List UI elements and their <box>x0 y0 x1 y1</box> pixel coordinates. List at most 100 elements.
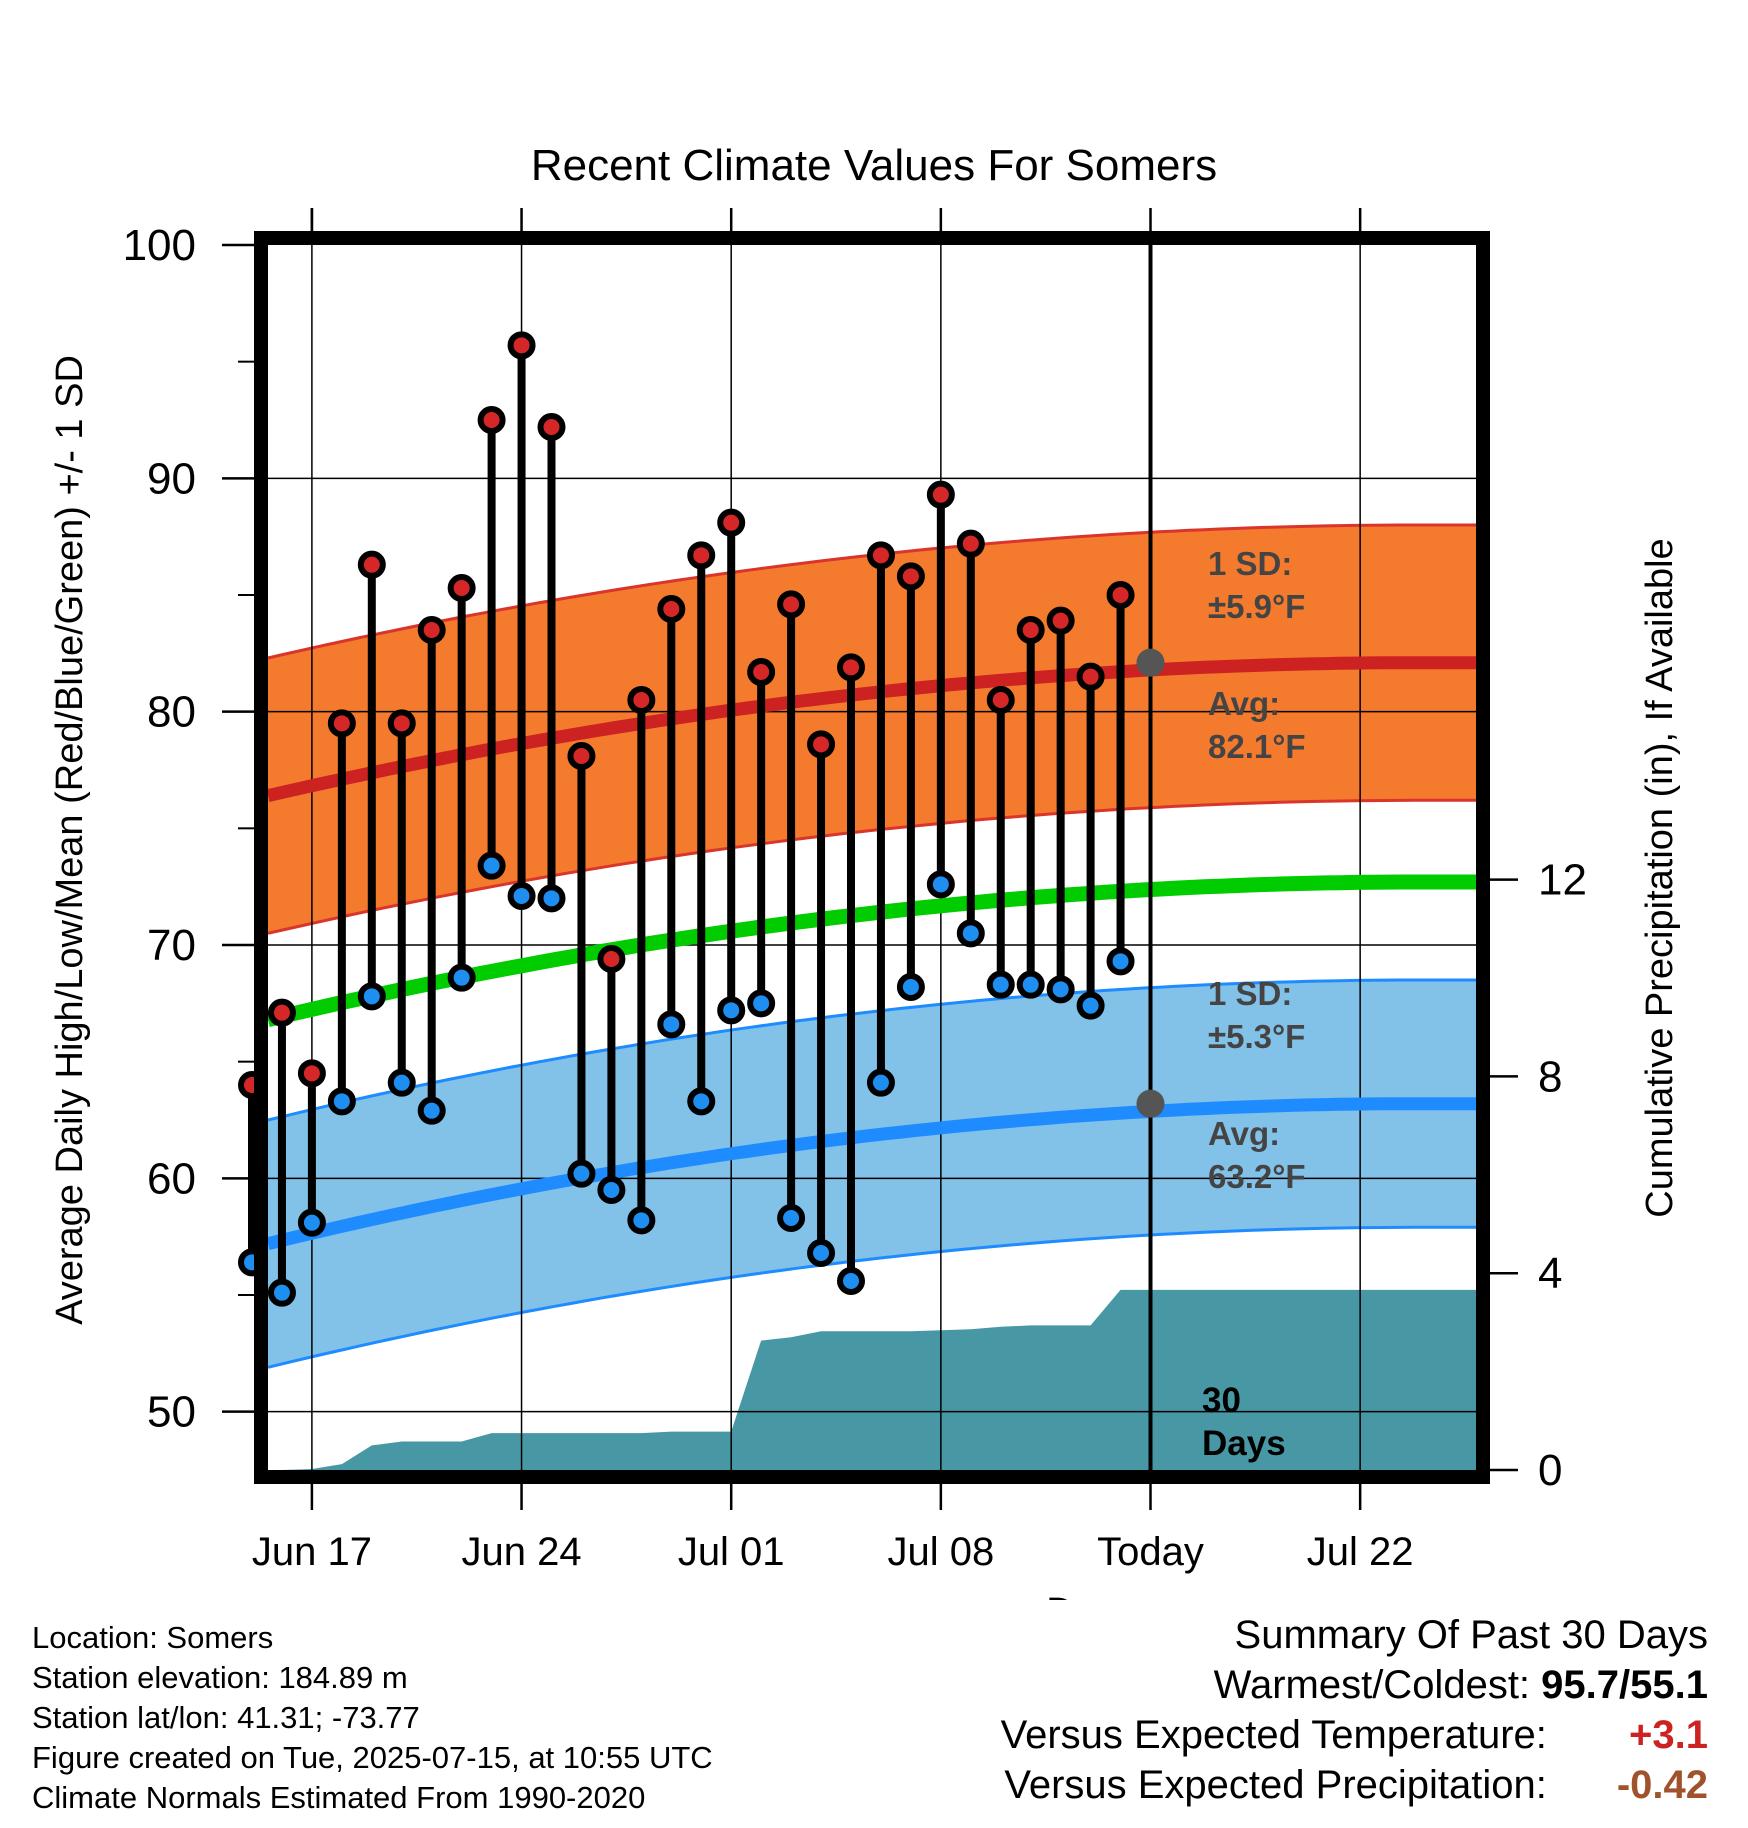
obs-high-point <box>297 1059 326 1088</box>
window-days-label: Days <box>1202 1424 1286 1463</box>
y-tick-label: 90 <box>147 454 196 503</box>
obs-high-point <box>327 709 356 738</box>
obs-low-point <box>986 970 1015 999</box>
precip-value: -0.42 <box>1616 1763 1708 1807</box>
obs-low-point <box>747 989 776 1018</box>
today-low-avg-dot <box>1136 1089 1165 1118</box>
y-tick-label: 100 <box>123 221 196 270</box>
low-sd-label: 1 SD: <box>1208 975 1292 1012</box>
obs-high-point <box>747 658 776 686</box>
obs-high-point <box>896 562 925 591</box>
y-axis-label: Average Daily High/Low/Mean (Red/Blue/Gr… <box>49 355 91 1325</box>
summary-panel: Summary Of Past 30 Days Warmest/Coldest:… <box>1001 1610 1708 1810</box>
station-info: Location: Somers Station elevation: 184.… <box>32 1618 713 1818</box>
obs-low-point <box>387 1068 416 1097</box>
today-high-avg-dot <box>1136 648 1165 677</box>
climate-chart: Recent Climate Values For Somers 1 SD: ±5… <box>49 141 1681 1600</box>
obs-low-point <box>327 1087 356 1116</box>
obs-high-point <box>1046 606 1075 635</box>
obs-low-point <box>777 1204 806 1232</box>
obs-high-point <box>717 508 746 537</box>
obs-low-point <box>537 884 566 913</box>
obs-high-point <box>267 998 296 1027</box>
x-tick-label: Jun 24 <box>461 1530 581 1574</box>
temp-value: +3.1 <box>1629 1713 1708 1757</box>
low-normal-line <box>266 1097 1476 1251</box>
window-days-number: 30 <box>1202 1381 1241 1420</box>
elevation-text: Station elevation: 184.89 m <box>32 1660 408 1695</box>
low-avg-value: 63.2°F <box>1208 1158 1306 1195</box>
obs-low-point <box>627 1206 656 1235</box>
y2-tick-label: 0 <box>1538 1446 1562 1495</box>
obs-high-point <box>687 541 716 570</box>
low-sd-band <box>268 980 1476 1368</box>
obs-high-point <box>447 574 476 602</box>
x-axis-label: Day <box>1046 1591 1114 1600</box>
low-band-upper-edge <box>267 978 1476 1122</box>
summary-title: Summary Of Past 30 Days <box>1234 1613 1708 1657</box>
temp-row: Versus Expected Temperature: +3.1 <box>1001 1710 1708 1760</box>
obs-high-point <box>357 550 386 579</box>
chart-title: Recent Climate Values For Somers <box>531 141 1217 190</box>
obs-high-point <box>986 686 1015 714</box>
today-marker <box>1136 245 1165 1470</box>
obs-low-point <box>597 1176 626 1204</box>
obs-high-point <box>387 709 416 738</box>
obs-high-point <box>777 590 806 619</box>
y2-tick-label: 12 <box>1538 856 1587 905</box>
normals-text: Climate Normals Estimated From 1990-2020 <box>32 1780 646 1815</box>
obs-high-point <box>1016 616 1045 644</box>
normal-bands <box>267 523 1476 1369</box>
warmest-label: Warmest/Coldest: <box>1213 1663 1531 1707</box>
obs-low-point <box>1046 975 1075 1004</box>
obs-low-point <box>1016 970 1045 999</box>
obs-low-point <box>837 1267 865 1295</box>
obs-high-point <box>1076 662 1105 691</box>
obs-high-point <box>1106 581 1135 609</box>
precipitation-area <box>268 1289 1476 1470</box>
obs-low-point <box>687 1087 716 1116</box>
x-tick-label: Jun 17 <box>252 1530 372 1574</box>
obs-low-point <box>866 1068 895 1097</box>
high-band-lower-edge <box>267 798 1476 935</box>
obs-low-point <box>896 973 925 1001</box>
obs-high-point <box>597 945 626 973</box>
obs-low-point <box>926 870 955 899</box>
obs-high-point <box>417 616 446 644</box>
obs-high-point <box>627 686 656 714</box>
high-avg-value: 82.1°F <box>1208 728 1306 765</box>
obs-low-point <box>657 1010 686 1039</box>
location-text: Location: Somers <box>32 1620 274 1655</box>
obs-low-point <box>1076 991 1105 1020</box>
band-annotations: 1 SD: ±5.9°F Avg: 82.1°F 1 SD: ±5.3°F Avg: 63.2… <box>1202 545 1306 1463</box>
obs-high-point <box>507 331 536 360</box>
low-band-lower-edge <box>267 1225 1476 1369</box>
obs-low-point <box>567 1159 596 1188</box>
y-tick-label: 60 <box>147 1154 196 1203</box>
axes: 50 60 70 80 90 100 0 4 8 12 Jun 17 Jun 24 Jul 01 Jul … <box>123 208 1587 1574</box>
y-tick-label: 80 <box>147 688 196 737</box>
y-tick-label: 50 <box>147 1388 196 1437</box>
x-tick-label: Jul 22 <box>1307 1530 1414 1574</box>
high-normal-line <box>266 656 1476 803</box>
warmest-row: Warmest/Coldest: 95.7/55.1 <box>1001 1660 1708 1710</box>
high-sd-value: ±5.9°F <box>1208 588 1305 625</box>
obs-low-point <box>477 851 506 880</box>
obs-low-point <box>357 982 386 1011</box>
obs-high-point <box>567 742 596 770</box>
obs-low-point <box>717 996 746 1025</box>
x-tick-label: Today <box>1097 1530 1204 1574</box>
obs-low-point <box>297 1208 326 1237</box>
x-tick-label: Jul 01 <box>678 1530 785 1574</box>
obs-high-point <box>866 541 895 570</box>
obs-low-point <box>417 1096 446 1125</box>
y-tick-label: 70 <box>147 921 196 970</box>
obs-low-point <box>267 1278 296 1307</box>
low-avg-label: Avg: <box>1208 1115 1280 1152</box>
y2-tick-label: 8 <box>1538 1052 1562 1101</box>
precip-label: Versus Expected Precipitation: <box>1004 1763 1547 1807</box>
obs-high-point <box>837 653 865 682</box>
low-sd-value: ±5.3°F <box>1208 1018 1305 1055</box>
obs-high-point <box>477 406 506 434</box>
obs-low-point <box>807 1239 836 1267</box>
